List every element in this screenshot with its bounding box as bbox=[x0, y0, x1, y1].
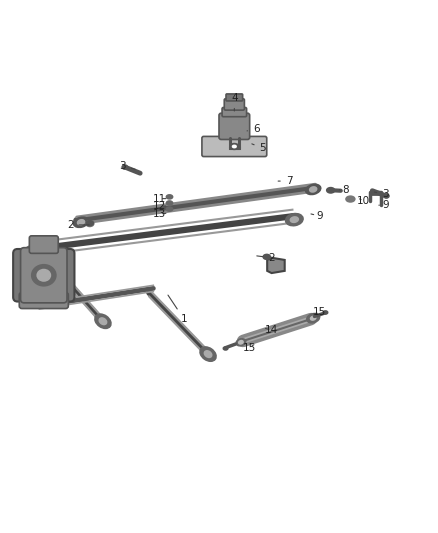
Text: 2: 2 bbox=[67, 220, 89, 230]
Text: 3: 3 bbox=[119, 161, 135, 171]
Ellipse shape bbox=[323, 311, 328, 314]
Text: 9: 9 bbox=[311, 211, 323, 221]
Ellipse shape bbox=[327, 188, 335, 193]
Ellipse shape bbox=[311, 316, 316, 320]
Ellipse shape bbox=[86, 221, 93, 225]
Ellipse shape bbox=[236, 339, 246, 346]
Text: 3: 3 bbox=[374, 189, 389, 199]
Text: 11: 11 bbox=[153, 193, 166, 204]
Ellipse shape bbox=[99, 318, 106, 325]
Ellipse shape bbox=[310, 187, 317, 192]
FancyBboxPatch shape bbox=[222, 108, 247, 117]
Ellipse shape bbox=[346, 196, 355, 202]
Text: 5: 5 bbox=[252, 143, 266, 154]
Ellipse shape bbox=[205, 351, 212, 357]
Polygon shape bbox=[267, 258, 285, 273]
Ellipse shape bbox=[166, 207, 173, 211]
Text: 8: 8 bbox=[339, 185, 350, 195]
Text: 6: 6 bbox=[247, 124, 260, 134]
Text: 14: 14 bbox=[265, 325, 278, 335]
Ellipse shape bbox=[166, 195, 173, 199]
Ellipse shape bbox=[95, 314, 111, 328]
FancyBboxPatch shape bbox=[13, 249, 74, 302]
FancyBboxPatch shape bbox=[224, 99, 244, 110]
Ellipse shape bbox=[230, 143, 239, 149]
Ellipse shape bbox=[200, 347, 216, 361]
Ellipse shape bbox=[122, 165, 127, 169]
Text: 1: 1 bbox=[168, 295, 187, 324]
Ellipse shape bbox=[307, 313, 320, 323]
Ellipse shape bbox=[31, 244, 57, 258]
FancyBboxPatch shape bbox=[226, 94, 243, 101]
Ellipse shape bbox=[37, 270, 50, 281]
Ellipse shape bbox=[78, 220, 85, 225]
Text: 2: 2 bbox=[257, 253, 275, 263]
Text: 15: 15 bbox=[243, 343, 256, 352]
Ellipse shape bbox=[166, 201, 173, 205]
Ellipse shape bbox=[29, 248, 39, 256]
FancyBboxPatch shape bbox=[19, 292, 68, 309]
FancyBboxPatch shape bbox=[21, 248, 67, 303]
FancyBboxPatch shape bbox=[29, 236, 58, 253]
FancyBboxPatch shape bbox=[202, 136, 267, 157]
Ellipse shape bbox=[263, 254, 270, 259]
Ellipse shape bbox=[286, 214, 303, 225]
Ellipse shape bbox=[86, 221, 94, 227]
Ellipse shape bbox=[306, 184, 321, 195]
Text: 7: 7 bbox=[278, 176, 293, 186]
Ellipse shape bbox=[24, 245, 43, 259]
Ellipse shape bbox=[74, 217, 88, 227]
Ellipse shape bbox=[223, 347, 228, 350]
Ellipse shape bbox=[290, 217, 298, 222]
Text: 13: 13 bbox=[153, 209, 166, 219]
Ellipse shape bbox=[233, 146, 236, 148]
Ellipse shape bbox=[384, 194, 389, 198]
Text: 12: 12 bbox=[153, 201, 166, 211]
Text: 4: 4 bbox=[231, 93, 238, 111]
Ellipse shape bbox=[239, 341, 243, 344]
Text: 9: 9 bbox=[379, 200, 389, 210]
FancyBboxPatch shape bbox=[219, 113, 250, 140]
Ellipse shape bbox=[32, 265, 56, 286]
Text: 15: 15 bbox=[313, 308, 326, 318]
Text: 10: 10 bbox=[357, 196, 370, 206]
